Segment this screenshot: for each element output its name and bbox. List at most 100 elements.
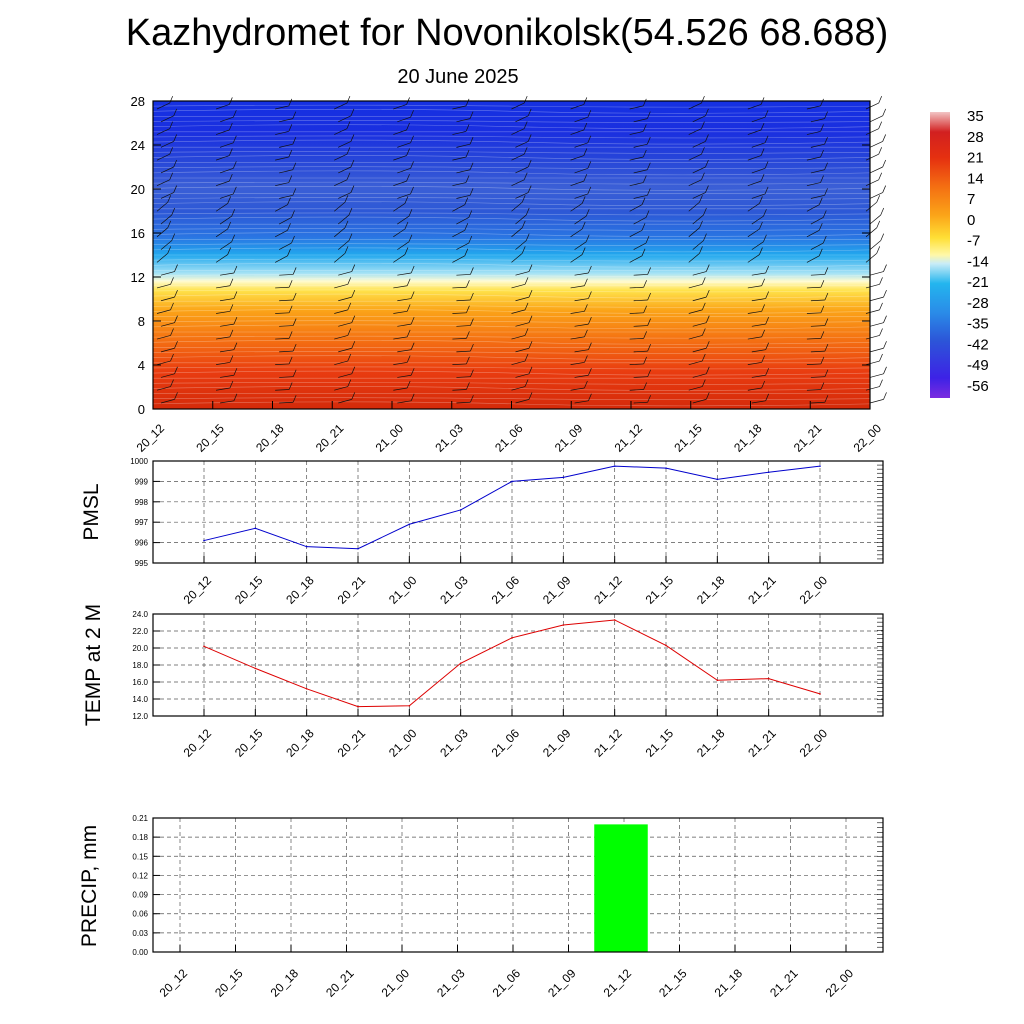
wind-barb-flag [292, 188, 297, 196]
wind-barb-flag [701, 121, 705, 129]
x-tick-label: 21_03 [432, 421, 466, 455]
wind-barb [574, 168, 588, 174]
contour-line [152, 201, 871, 206]
wind-barb-flag [347, 328, 352, 336]
wind-barb-flag [348, 233, 353, 241]
wind-barb-flag [523, 172, 528, 180]
contour-line [152, 351, 871, 354]
wind-barb [279, 299, 294, 302]
wind-barb-flag [765, 316, 769, 325]
wind-barb [456, 274, 471, 276]
wind-barb-flag [824, 162, 828, 170]
wind-barb [810, 118, 825, 123]
wind-barb [160, 166, 174, 174]
wind-barb-flag [824, 137, 828, 145]
x-tick-label: 20_21 [335, 726, 369, 760]
colorbar-label: -28 [967, 295, 989, 312]
x-tick-label: 20_12 [134, 421, 168, 455]
contour-line [152, 258, 871, 262]
wind-barb [160, 347, 175, 353]
wind-barb [334, 179, 348, 187]
wind-barb-flag [288, 382, 293, 390]
x-tick-label: 21_09 [540, 726, 574, 760]
x-tick-label: 21_12 [612, 421, 646, 455]
y-axis-label: PMSL [80, 483, 103, 540]
wind-barb [338, 271, 352, 276]
wind-barb [397, 168, 411, 174]
wind-barb [511, 201, 523, 212]
contour-line [152, 278, 871, 283]
wind-barb-flag [878, 147, 883, 155]
wind-barb-flag [759, 221, 763, 230]
wind-barb-flag [288, 98, 293, 106]
wind-barb [688, 386, 703, 391]
wind-barb-flag [764, 161, 769, 169]
wind-barb-flag [642, 124, 647, 132]
wind-barb [865, 153, 879, 161]
wind-barb-flag [701, 328, 706, 336]
wind-barb [220, 298, 234, 302]
colorbar-label: -7 [967, 233, 980, 250]
wind-barb [456, 217, 469, 225]
x-tick-label: 20_18 [283, 573, 317, 607]
wind-barb-flag [410, 291, 415, 299]
wind-barb [338, 296, 352, 302]
wind-barb-flag [643, 331, 647, 339]
wind-barb [338, 373, 352, 378]
x-tick-label: 21_00 [379, 966, 413, 1000]
wind-barb-flag [761, 304, 765, 312]
wind-barb [806, 156, 821, 161]
wind-barb [747, 310, 762, 314]
colorbar-label: -42 [967, 336, 989, 353]
wind-barb-flag [523, 121, 528, 129]
wind-barb-flag [588, 316, 592, 325]
contour-line [152, 305, 871, 308]
x-tick-label: 20_15 [232, 573, 266, 607]
wind-barb [629, 156, 644, 161]
colorbar-label: 14 [967, 170, 984, 187]
wind-barb [456, 401, 471, 404]
wind-barb-flag [229, 355, 234, 363]
wind-barb [279, 376, 294, 378]
wind-barb-flag [464, 248, 469, 256]
contour-line [152, 166, 871, 170]
y-tick-label: 995 [135, 559, 149, 568]
wind-barb [160, 271, 175, 276]
wind-barb [279, 118, 293, 123]
wind-barb-flag [876, 195, 881, 203]
wind-barb [156, 102, 170, 110]
wind-barb-flag [469, 188, 474, 196]
wind-barb [515, 115, 529, 123]
wind-barb-flag [344, 220, 349, 228]
wind-barb-flag [588, 291, 592, 299]
wind-barb [275, 312, 290, 314]
wind-barb-flag [292, 111, 297, 119]
contour-line [152, 339, 871, 345]
wind-barb [334, 283, 348, 289]
wind-barb-flag [410, 368, 415, 376]
wind-barb [806, 204, 820, 212]
wind-barb [219, 193, 234, 199]
wind-barb [806, 312, 821, 314]
y-tick-label: 0.21 [132, 814, 148, 823]
wind-barb [633, 217, 647, 225]
x-tick-label: 21_06 [492, 421, 526, 455]
wind-barb [452, 338, 467, 340]
data-point [613, 619, 616, 621]
wind-barb [334, 153, 348, 161]
wind-barb [393, 285, 408, 289]
wind-barb-flag [410, 110, 414, 118]
wind-barb-flag [465, 175, 470, 183]
wind-barb [215, 228, 228, 238]
wind-barb-flag [167, 195, 172, 203]
wind-barb [397, 374, 412, 378]
x-tick-label: 21_00 [373, 421, 407, 455]
wind-barb [279, 143, 293, 148]
x-tick-label: 20_15 [212, 966, 246, 1000]
wind-barb-flag [641, 223, 646, 231]
wind-barb-flag [764, 110, 769, 118]
y-tick-label: 0.03 [132, 929, 148, 938]
wind-barb [688, 253, 700, 263]
wind-barb-flag [588, 393, 592, 401]
wind-barb-flag [171, 207, 176, 216]
